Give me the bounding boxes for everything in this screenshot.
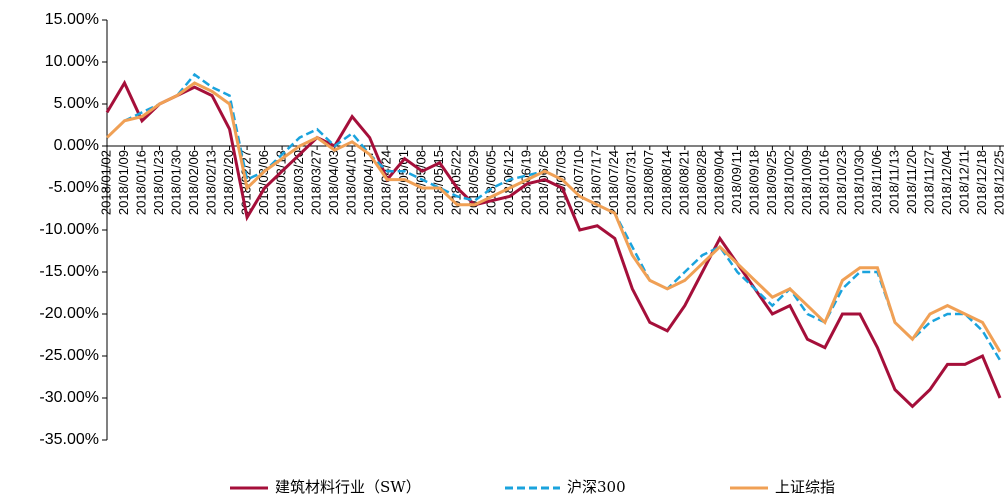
x-tick-label: 2018/09/18 [746,150,761,215]
x-tick-label: 2018/10/09 [799,150,814,215]
x-tick-label: 2018/10/02 [781,150,796,215]
x-tick-label: 2018/07/10 [571,150,586,215]
x-tick-label: 2018/11/06 [869,150,884,214]
x-tick-label: 2018/03/20 [291,150,306,215]
y-tick-label: -35.00% [39,431,99,448]
x-tick-label: 2018/10/16 [816,150,831,215]
legend-label: 沪深300 [567,478,626,496]
series-line [105,79,1002,409]
x-tick-label: 2018/12/11 [956,150,971,214]
x-tick-label: 2018/12/18 [974,150,989,215]
x-tick-label: 2018/05/15 [431,150,446,215]
x-tick-label: 2018/01/09 [116,150,131,215]
series-line [105,81,1002,353]
x-tick-label: 2018/11/27 [921,150,936,214]
y-tick-label: -5.00% [48,179,99,196]
x-tick-label: 2018/12/04 [939,150,954,215]
x-tick-label: 2018/10/23 [834,150,849,215]
y-tick-label: -25.00% [39,347,99,364]
x-tick-label: 2018/04/10 [344,150,359,215]
x-tick-label: 2018/11/13 [886,150,901,214]
x-tick-label: 2018/09/11 [729,150,744,214]
y-tick-label: -15.00% [39,263,99,280]
x-tick-label: 2018/07/31 [624,150,639,215]
x-tick-label: 2018/02/20 [221,150,236,215]
legend-label: 建筑材料行业（SW） [275,478,421,496]
x-tick-label: 2018/06/12 [501,150,516,215]
y-tick-label: 0.00% [54,137,99,154]
x-tick-label: 2018/08/21 [676,150,691,215]
x-tick-label: 2018/07/24 [606,150,621,215]
x-tick-label: 2018/08/14 [659,150,674,215]
x-tick-label: 2018/10/30 [851,150,866,215]
x-tick-label: 2018/02/13 [203,150,218,215]
x-tick-label: 2018/09/25 [764,150,779,215]
x-tick-label: 2018/02/06 [186,150,201,215]
x-tick-label: 2018/07/17 [589,150,604,215]
x-tick-label: 2018/06/26 [536,150,551,215]
x-tick-label: 2018/11/20 [904,150,919,214]
y-tick-label: 10.00% [45,53,99,70]
x-tick-label: 2018/08/28 [694,150,709,215]
x-tick-label: 2018/01/02 [98,150,113,215]
x-tick-label: 2018/06/19 [519,150,534,215]
legend-label: 上证综指 [775,478,835,496]
series-line [106,72,1002,361]
x-tick-label: 2018/01/16 [133,150,148,215]
x-tick-label: 2018/07/03 [554,150,569,215]
x-tick-label: 2018/03/13 [274,150,289,215]
x-tick-label: 2018/09/04 [711,150,726,215]
x-tick-label: 2018/04/17 [361,150,376,215]
y-tick-label: 5.00% [54,95,99,112]
y-tick-label: -10.00% [39,221,99,238]
x-tick-label: 2018/01/30 [168,150,183,215]
x-tick-label: 2018/04/03 [326,150,341,215]
x-tick-label: 2018/04/24 [379,150,394,215]
y-tick-label: 15.00% [45,11,99,28]
y-tick-label: -20.00% [39,305,99,322]
x-tick-label: 2018/03/27 [309,150,324,215]
x-tick-label: 2018/01/23 [151,150,166,215]
x-tick-label: 2018/06/05 [484,150,499,215]
x-tick-label: 2018/08/07 [641,150,656,215]
y-tick-label: -30.00% [39,389,99,406]
x-tick-label: 2018/12/25 [991,150,1004,215]
